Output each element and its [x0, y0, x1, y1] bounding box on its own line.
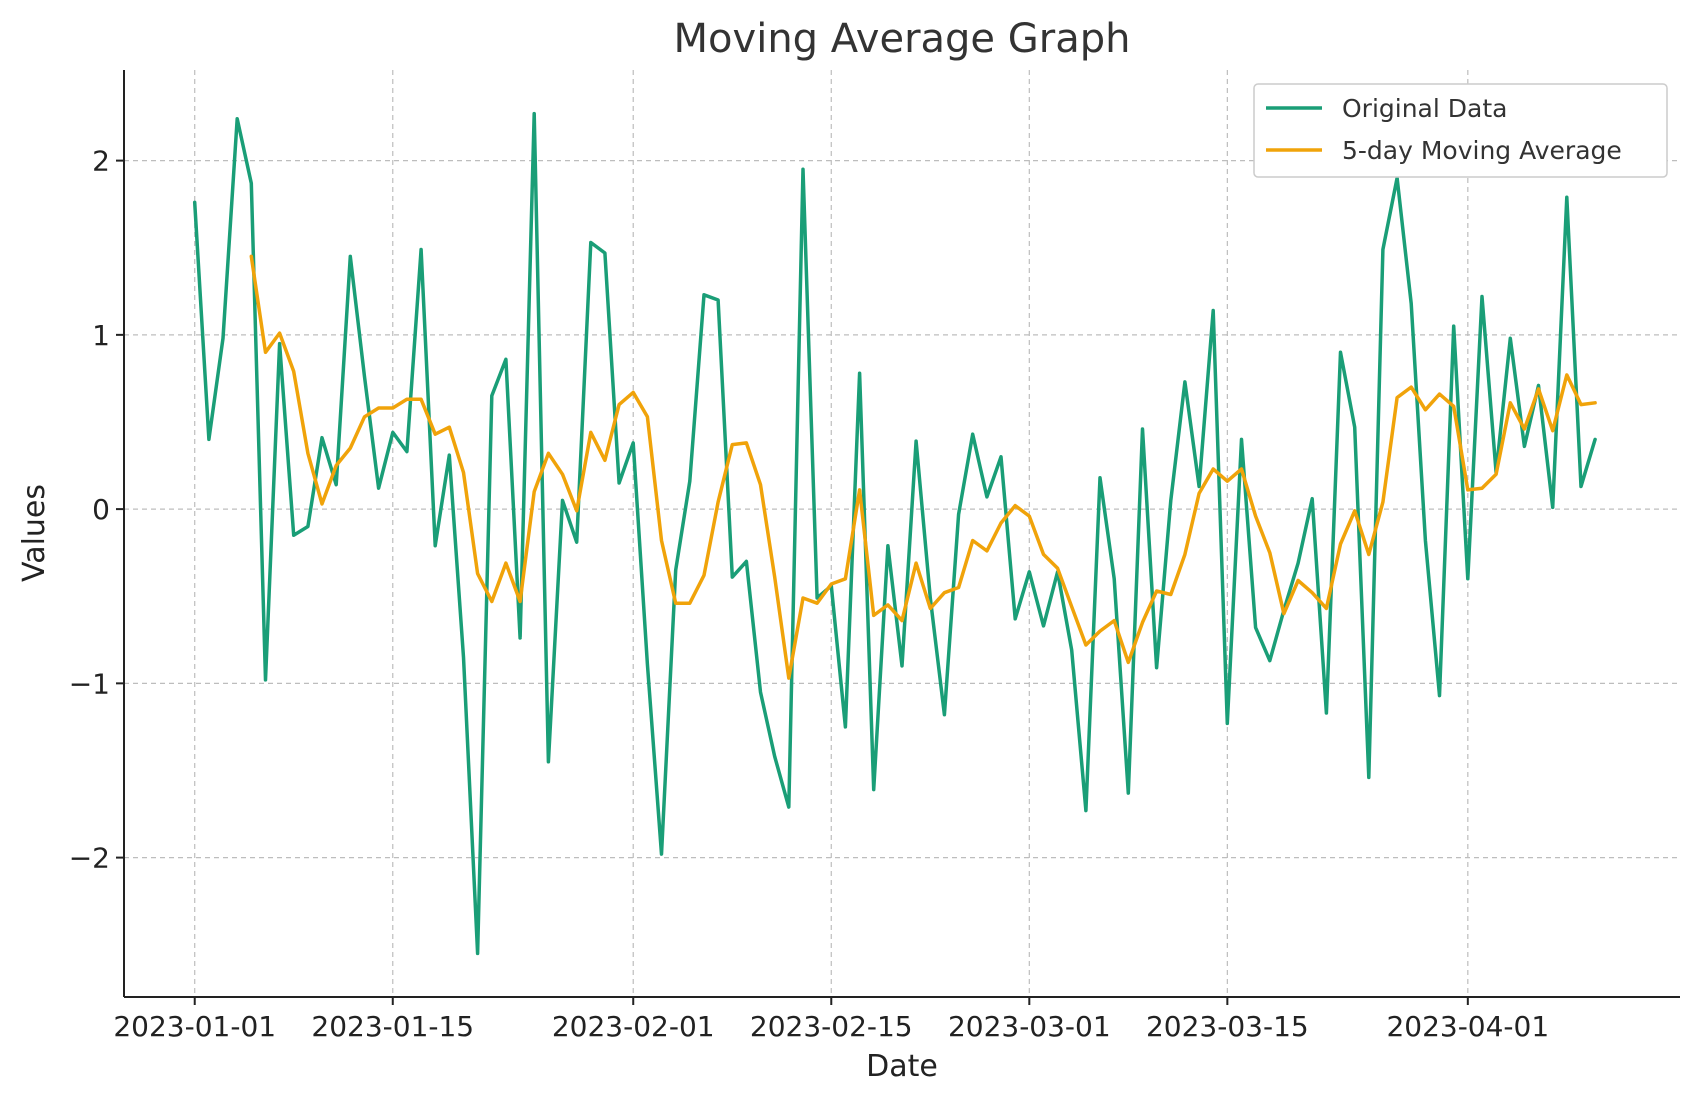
- axis-ticks: 2023-01-01 2023-01-15 2023-02-01 2023-02-15…: [69, 145, 1549, 1043]
- y-tick-label: −2: [69, 842, 110, 875]
- legend-label-original-data: Original Data: [1342, 94, 1507, 123]
- y-axis-label: Values: [17, 484, 52, 582]
- x-tick-label: 2023-03-15: [1146, 1010, 1309, 1043]
- moving-average-line: [249, 254, 1597, 680]
- x-axis-label: Date: [866, 1049, 938, 1084]
- x-tick-label: 2023-02-01: [552, 1010, 715, 1043]
- x-tick-label: 2023-01-15: [311, 1010, 474, 1043]
- y-tick-label: 2: [92, 145, 110, 178]
- legend-box: [1253, 83, 1668, 178]
- legend: Original Data 5-day Moving Average: [1253, 83, 1668, 178]
- y-tick-label: −1: [69, 667, 110, 700]
- chart-title: Moving Average Graph: [674, 16, 1131, 62]
- plot-series: [192, 111, 1597, 956]
- x-tick-label: 2023-02-15: [750, 1010, 913, 1043]
- grid-lines: [124, 70, 1680, 997]
- x-tick-label: 2023-03-01: [948, 1010, 1111, 1043]
- y-tick-label: 1: [92, 319, 110, 352]
- original-data-line: [192, 111, 1597, 956]
- x-tick-label: 2023-04-01: [1386, 1010, 1549, 1043]
- y-tick-label: 0: [92, 493, 110, 526]
- legend-label-moving-average: 5-day Moving Average: [1342, 136, 1622, 165]
- x-tick-label: 2023-01-01: [113, 1010, 276, 1043]
